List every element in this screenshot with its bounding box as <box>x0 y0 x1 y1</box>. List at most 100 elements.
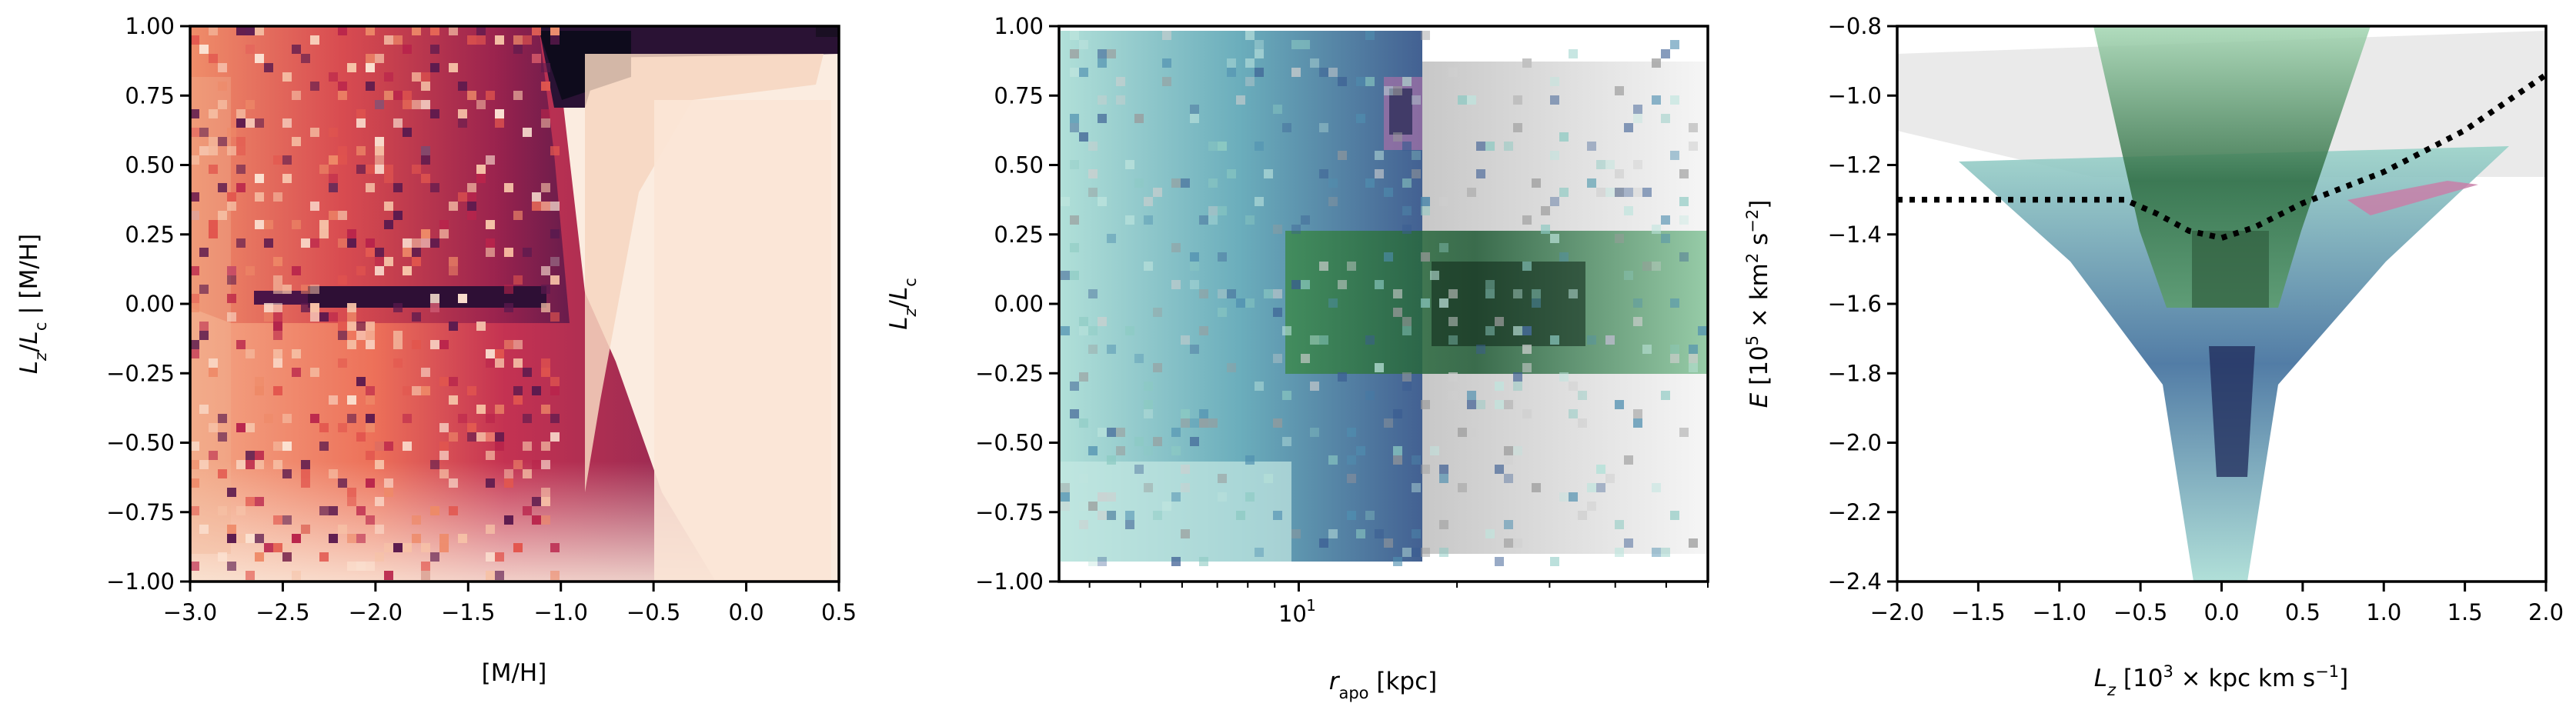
heatmap-cell <box>430 183 439 192</box>
heatmap-cell <box>375 155 384 165</box>
heatmap-cell <box>292 45 301 54</box>
heatmap-cell <box>458 118 467 128</box>
heatmap-cell <box>541 202 550 211</box>
heatmap-cell <box>338 275 347 285</box>
heatmap-cell <box>1467 188 1476 197</box>
heatmap-cell <box>1356 529 1365 538</box>
y-tick-label: −1.4 <box>1828 222 1882 248</box>
heatmap-cell <box>1245 455 1255 465</box>
heatmap-cell <box>273 331 282 340</box>
heatmap-cell <box>541 405 550 414</box>
heatmap-cell <box>1605 188 1615 197</box>
heatmap-cell <box>541 460 550 469</box>
heatmap-cell <box>467 91 476 100</box>
heatmap-cell <box>458 109 467 118</box>
heatmap-cell <box>384 174 393 183</box>
heatmap-cell <box>292 534 301 543</box>
heatmap-cell <box>218 414 227 423</box>
heatmap-cell <box>1088 502 1098 511</box>
heatmap-cell <box>356 109 366 118</box>
heatmap-cell <box>338 322 347 331</box>
heatmap-cell <box>310 368 319 377</box>
heatmap-cell <box>264 63 273 72</box>
heatmap-cell <box>273 442 282 451</box>
heatmap-cell <box>1522 409 1532 418</box>
heatmap-cell <box>1421 197 1430 206</box>
heatmap-cell <box>1070 215 1079 225</box>
heatmap-cell <box>1125 215 1134 225</box>
heatmap-cell <box>329 395 338 405</box>
heatmap-cell <box>1615 188 1624 197</box>
heatmap-cell <box>1098 49 1107 58</box>
heatmap-cell <box>1504 455 1513 465</box>
heatmap-cell <box>1587 483 1596 492</box>
heatmap-cell <box>329 72 338 82</box>
heatmap-cell <box>1513 326 1522 335</box>
y-tick-label: −2.4 <box>1828 568 1882 595</box>
heatmap-cell <box>1661 215 1670 225</box>
heatmap-cell <box>1098 95 1107 105</box>
heatmap-cell <box>421 174 430 183</box>
heatmap-cell <box>199 405 209 414</box>
heatmap-cell <box>467 432 476 442</box>
heatmap-cell <box>1301 354 1310 363</box>
heatmap-cell <box>273 543 282 552</box>
x-ticks-3: −2.0 −1.5 −1.0 −0.5 0.0 0.5 1.0 1.5 2.0 <box>1870 582 2564 625</box>
heatmap-cell <box>1088 446 1098 455</box>
y-tick-label: 0.75 <box>994 82 1044 108</box>
heatmap-cell <box>1181 335 1190 345</box>
heatmap-cell <box>1513 372 1522 382</box>
heatmap-cell <box>1615 169 1624 178</box>
heatmap-cell <box>1079 132 1088 142</box>
heatmap-cell <box>1319 169 1328 178</box>
heatmap-cell <box>1125 520 1134 529</box>
heatmap-cell <box>1550 197 1559 206</box>
x-tick-label: −1.0 <box>2033 599 2087 625</box>
heatmap-cell <box>1162 31 1171 40</box>
heatmap-cell <box>476 432 486 442</box>
heatmap-cell <box>1171 428 1181 437</box>
heatmap-cell <box>513 35 523 45</box>
heatmap-cell <box>190 460 199 469</box>
x-axis-label-3: Lz [103 × kpc km s−1] <box>2094 662 2349 699</box>
heatmap-cell <box>190 155 199 165</box>
y-tick-label: 1.00 <box>125 13 175 39</box>
y-tick-label: −0.50 <box>106 430 175 456</box>
heatmap-cell <box>301 238 310 248</box>
heatmap-cell <box>1448 391 1458 400</box>
heatmap-cell <box>1134 437 1144 446</box>
heatmap-cell <box>421 368 430 377</box>
heatmap-cell <box>486 432 495 442</box>
heatmap-cell <box>1569 492 1578 502</box>
heatmap-cell <box>384 571 393 580</box>
heatmap-cell <box>347 322 356 331</box>
heatmap-cell <box>1624 538 1633 548</box>
heatmap-cell <box>1559 188 1569 197</box>
heatmap-cell <box>301 285 310 294</box>
heatmap-cell <box>255 174 264 183</box>
heatmap-cell <box>282 469 292 478</box>
heatmap-cell <box>1467 428 1476 437</box>
heatmap-cell <box>1088 188 1098 197</box>
heatmap-cell <box>439 469 449 478</box>
heatmap-cell <box>1273 511 1282 520</box>
heatmap-cell <box>1079 68 1088 77</box>
heatmap-cell <box>338 91 347 100</box>
heatmap-cell <box>1624 123 1633 132</box>
y-tick-label: −1.0 <box>1828 82 1882 108</box>
heatmap-cell <box>1245 58 1255 68</box>
heatmap-cell <box>1596 465 1605 474</box>
heatmap-cell <box>1550 234 1559 243</box>
heatmap-cell <box>1347 474 1356 483</box>
heatmap-cell <box>1476 345 1485 354</box>
x-tick-label: −2.5 <box>256 599 309 625</box>
heatmap-cell <box>1365 178 1375 188</box>
heatmap-cell <box>412 248 421 257</box>
heatmap-cell <box>236 118 246 128</box>
sparse-cells <box>190 26 560 580</box>
heatmap-cell <box>1633 317 1642 326</box>
heatmap-cell <box>504 183 513 192</box>
heatmap-cell <box>523 414 532 423</box>
heatmap-cell <box>227 146 236 155</box>
heatmap-cell <box>1199 418 1208 428</box>
